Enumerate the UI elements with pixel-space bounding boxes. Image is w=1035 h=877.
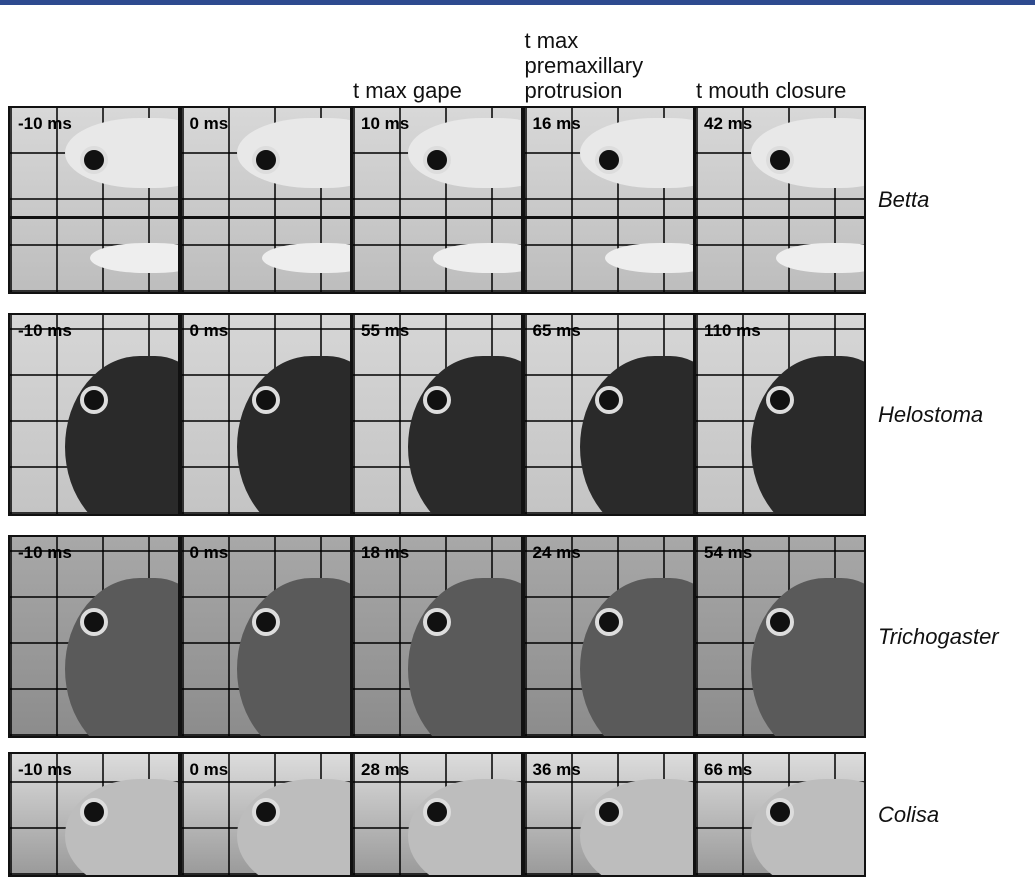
column-header: t mouth closure (696, 78, 866, 103)
frame-time: 55 ms (361, 321, 409, 341)
image-row: -10 ms 0 ms 28 ms 36 ms 66 ms (8, 752, 868, 877)
fish-eye (595, 386, 623, 414)
video-frame: 16 ms (523, 106, 695, 294)
frame-time: -10 ms (18, 321, 72, 341)
frame-time: 65 ms (533, 321, 581, 341)
video-frame: 0 ms (180, 752, 352, 877)
frame-time: 42 ms (704, 114, 752, 134)
fish-eye (423, 798, 451, 826)
frame-time: 0 ms (190, 760, 229, 780)
video-frame: -10 ms (8, 106, 180, 294)
frame-time: 24 ms (533, 543, 581, 563)
video-frame: 24 ms (523, 535, 695, 738)
video-frame: 110 ms (694, 313, 866, 516)
fish-eye (766, 386, 794, 414)
video-frame: 0 ms (180, 535, 352, 738)
fish-eye (80, 146, 108, 174)
frame-time: 0 ms (190, 114, 229, 134)
fish-eye (423, 386, 451, 414)
frame-time: 28 ms (361, 760, 409, 780)
video-frame: 66 ms (694, 752, 866, 877)
image-row: -10 ms 0 ms 18 ms 24 ms 54 ms (8, 535, 868, 738)
fish-eye (595, 146, 623, 174)
view-divider (696, 216, 864, 219)
fish-eye (766, 146, 794, 174)
view-divider (10, 216, 178, 219)
frame-time: -10 ms (18, 543, 72, 563)
fish-eye (766, 798, 794, 826)
frame-time: 0 ms (190, 321, 229, 341)
view-divider (182, 216, 350, 219)
fish-eye (595, 798, 623, 826)
video-frame: 18 ms (351, 535, 523, 738)
frame-time: 66 ms (704, 760, 752, 780)
frame-time: 18 ms (361, 543, 409, 563)
video-frame: 0 ms (180, 106, 352, 294)
fish-eye (252, 386, 280, 414)
video-frame: 54 ms (694, 535, 866, 738)
video-frame: -10 ms (8, 535, 180, 738)
video-frame: -10 ms (8, 752, 180, 877)
frame-time: -10 ms (18, 114, 72, 134)
video-frame: 0 ms (180, 313, 352, 516)
frame-time: 10 ms (361, 114, 409, 134)
video-frame: 28 ms (351, 752, 523, 877)
fish-eye (80, 798, 108, 826)
species-label: Colisa (878, 802, 939, 828)
view-divider (525, 216, 693, 219)
fish-eye (80, 608, 108, 636)
image-row: -10 ms 0 ms 10 ms 16 ms 42 ms (8, 106, 868, 294)
fish-eye (595, 608, 623, 636)
fish-eye (766, 608, 794, 636)
species-label: Trichogaster (878, 624, 999, 650)
frame-time: -10 ms (18, 760, 72, 780)
video-frame: 36 ms (523, 752, 695, 877)
video-frame: 65 ms (523, 313, 695, 516)
frame-time: 36 ms (533, 760, 581, 780)
top-bar (0, 0, 1035, 5)
frame-time: 110 ms (704, 321, 761, 341)
fish-eye (252, 608, 280, 636)
column-header: t max gape (353, 78, 523, 103)
frame-time: 16 ms (533, 114, 581, 134)
frame-time: 0 ms (190, 543, 229, 563)
species-label: Betta (878, 187, 929, 213)
video-frame: -10 ms (8, 313, 180, 516)
figure-page: {"column_headers": ["t max gape", "t max… (0, 0, 1035, 877)
fish-eye (252, 146, 280, 174)
frame-time: 54 ms (704, 543, 752, 563)
video-frame: 55 ms (351, 313, 523, 516)
species-label: Helostoma (878, 402, 983, 428)
video-frame: 42 ms (694, 106, 866, 294)
video-frame: 10 ms (351, 106, 523, 294)
column-header: t max premaxillary protrusion (525, 28, 695, 103)
view-divider (353, 216, 521, 219)
fish-eye (423, 608, 451, 636)
fish-eye (80, 386, 108, 414)
fish-eye (252, 798, 280, 826)
fish-eye (423, 146, 451, 174)
image-row: -10 ms 0 ms 55 ms 65 ms 110 ms (8, 313, 868, 516)
